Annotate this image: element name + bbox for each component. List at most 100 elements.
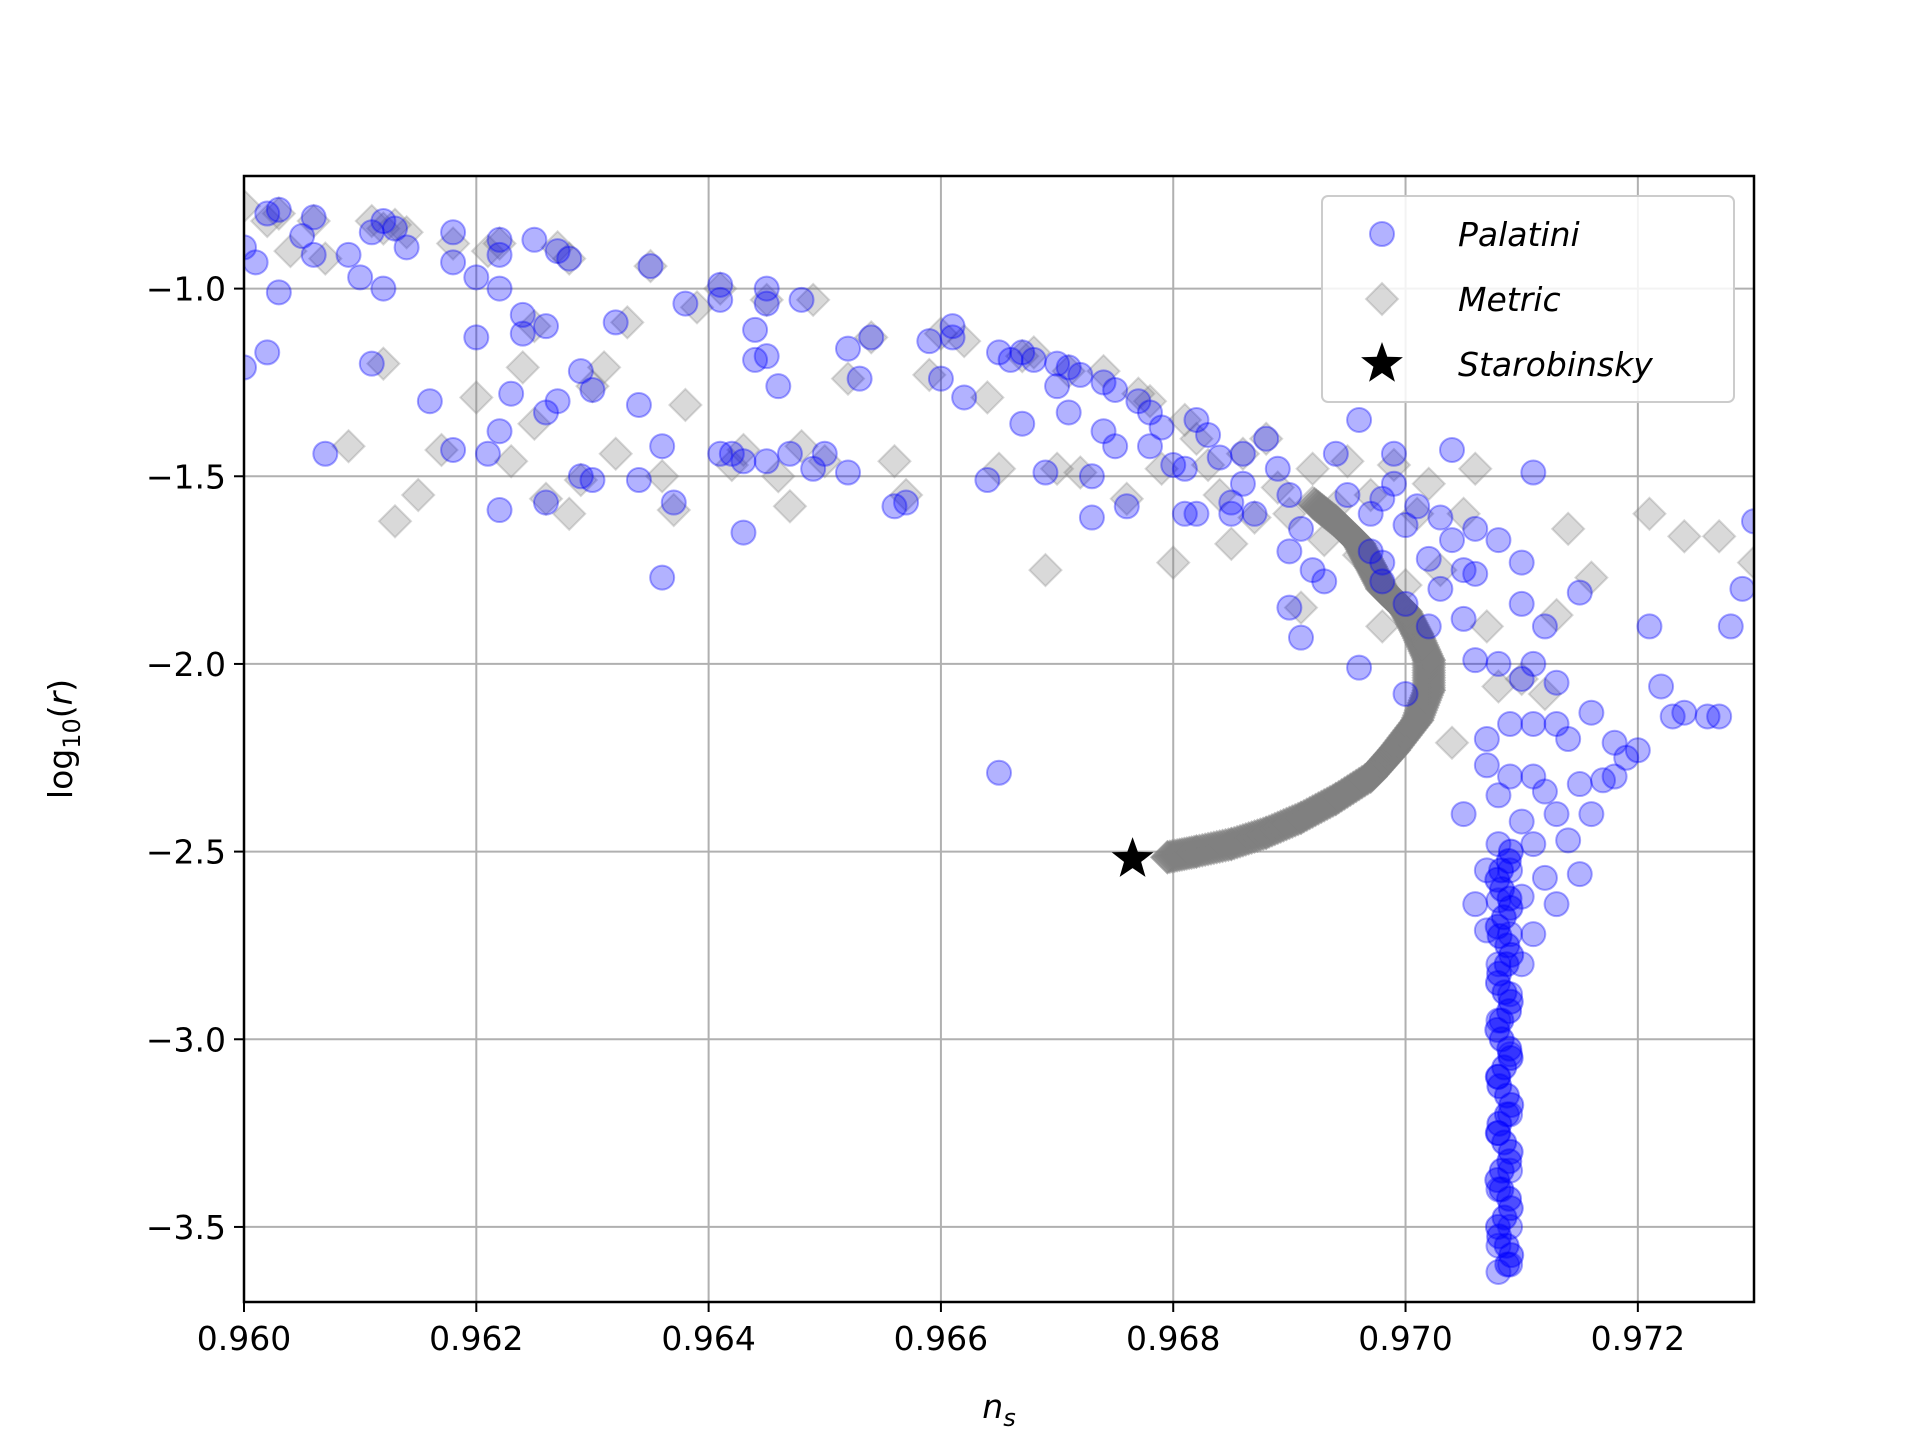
palatini-point — [1493, 951, 1520, 978]
palatini-point — [1486, 960, 1513, 987]
palatini-point — [1218, 489, 1245, 516]
palatini-point — [753, 448, 780, 475]
palatini-point — [1498, 941, 1525, 968]
palatini-point — [1566, 861, 1593, 888]
metric-point — [726, 432, 761, 468]
palatini-point — [1531, 613, 1558, 640]
palatini-point — [1613, 744, 1640, 771]
metric-point — [830, 361, 866, 397]
palatini-point — [544, 388, 571, 415]
palatini-point — [1496, 1185, 1523, 1212]
palatini-point — [1484, 866, 1511, 893]
y-axis-label-log: log — [41, 749, 80, 799]
y-axis-label-paren-open: ( — [41, 705, 80, 718]
metric-point — [261, 196, 297, 231]
palatini-point — [1078, 463, 1105, 490]
metric-point — [1086, 353, 1121, 389]
palatini-point — [625, 391, 652, 418]
palatini-point — [1485, 1232, 1512, 1259]
palatini-point — [579, 467, 606, 494]
palatini-point — [1488, 1007, 1515, 1034]
palatini-point — [1497, 1138, 1524, 1165]
palatini-point — [1566, 771, 1593, 798]
palatini-point — [1520, 459, 1547, 486]
palatini-point — [393, 234, 420, 261]
palatini-point — [1508, 590, 1535, 617]
palatini-point — [1601, 763, 1628, 790]
legend: Palatini Metric Starobinsky — [1321, 195, 1735, 403]
palatini-point — [1067, 361, 1094, 388]
metric-point — [1120, 376, 1156, 412]
metric-point — [354, 203, 390, 239]
palatini-point — [1090, 369, 1117, 396]
palatini-point — [1543, 669, 1570, 696]
palatini-point — [800, 455, 827, 482]
palatini-point — [1601, 729, 1628, 756]
metric-point — [760, 458, 796, 494]
metric-point — [470, 233, 506, 269]
y-tick-label: −2.5 — [146, 833, 226, 872]
palatini-point — [1311, 568, 1338, 595]
metric-point — [772, 488, 808, 524]
palatini-point — [1288, 515, 1314, 542]
palatini-point — [1299, 557, 1326, 584]
palatini-point — [370, 275, 397, 302]
palatini-point — [1484, 1213, 1511, 1240]
palatini-point — [753, 275, 780, 302]
metric-point — [1039, 451, 1075, 487]
palatini-point — [1206, 444, 1233, 471]
palatini-point — [382, 215, 408, 242]
palatini-point — [1125, 388, 1152, 415]
metric-point — [981, 451, 1017, 487]
palatini-point — [776, 440, 803, 467]
palatini-point — [556, 245, 583, 272]
metric-point — [424, 432, 459, 468]
palatini-point — [1357, 538, 1384, 565]
metric-point — [458, 380, 494, 415]
metric-point — [1422, 552, 1458, 588]
palatini-point — [1578, 801, 1605, 828]
palatini-point — [1508, 549, 1535, 576]
palatini-point — [509, 301, 536, 328]
palatini-point — [1485, 782, 1512, 809]
palatini-point — [835, 335, 861, 362]
palatini-point — [986, 759, 1012, 786]
palatini-point — [1427, 504, 1454, 531]
metric-point — [795, 282, 831, 318]
palatini-point — [1044, 350, 1071, 377]
palatini-point — [939, 324, 966, 351]
metric-point — [1399, 496, 1435, 532]
palatini-point — [718, 440, 745, 467]
palatini-point — [1473, 917, 1500, 944]
legend-label: Starobinsky — [1458, 345, 1653, 384]
palatini-point — [1334, 482, 1361, 509]
palatini-point — [1415, 613, 1442, 640]
palatini-point — [649, 433, 676, 460]
metric-point — [1457, 451, 1493, 487]
palatini-point — [509, 320, 536, 347]
palatini-point — [498, 380, 525, 407]
palatini-point — [1489, 876, 1516, 903]
palatini-point — [1531, 778, 1558, 805]
metric-point — [516, 406, 552, 442]
legend-marker-starobinsky — [1361, 342, 1403, 382]
palatini-point — [1357, 500, 1384, 527]
metric-series — [244, 188, 1754, 875]
palatini-point — [893, 489, 920, 516]
metric-point — [667, 387, 703, 423]
palatini-point — [1171, 500, 1198, 527]
palatini-point — [244, 234, 257, 261]
palatini-point — [1543, 891, 1570, 918]
palatini-point — [440, 436, 467, 463]
metric-point — [1190, 447, 1226, 483]
metric-point — [1376, 447, 1412, 483]
metric-point — [1632, 496, 1667, 532]
y-axis-label-var: r — [41, 689, 80, 705]
metric-point — [586, 350, 622, 385]
palatini-point — [846, 365, 873, 392]
palatini-point — [1491, 1054, 1518, 1081]
palatini-point — [1496, 885, 1523, 912]
palatini-point — [289, 223, 316, 250]
metric-point — [888, 477, 924, 513]
metric-point — [1144, 451, 1180, 487]
